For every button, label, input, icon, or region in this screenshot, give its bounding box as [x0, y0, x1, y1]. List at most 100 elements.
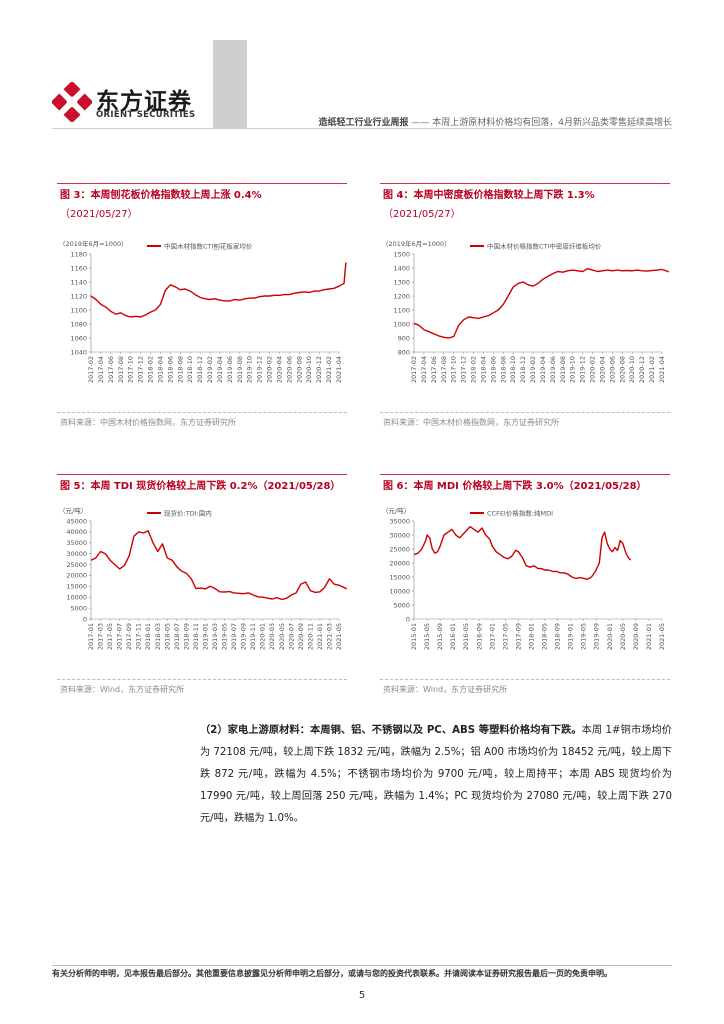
x-tick-label: 2018-05	[541, 623, 549, 650]
x-tick-label: 2018-01	[144, 623, 152, 650]
figure-4-date: （2021/05/27）	[383, 209, 461, 220]
x-tick-label: 2017-12	[460, 356, 468, 383]
x-tick-label: 2020-08	[618, 356, 626, 383]
x-tick-label: 2017-04	[97, 356, 105, 383]
body-paragraph: （2）家电上游原材料：本周铜、铝、不锈钢以及 PC、ABS 等塑料价格均有下跌。…	[200, 720, 672, 830]
series-line	[90, 530, 347, 601]
series-line	[90, 262, 347, 318]
legend: 中国木材价格指数CTI中密度纤维板均价	[470, 242, 602, 251]
y-tick-label: 0	[83, 615, 87, 623]
x-tick-label: 2020-10	[305, 356, 313, 383]
figure-3-bottom-rule	[57, 412, 347, 413]
x-tick-label: 2019-01	[567, 623, 575, 650]
x-tick-label: 2019-04	[539, 356, 547, 383]
x-tick-label: 2020-04	[598, 356, 606, 383]
legend: 现货价:TDI:国内	[147, 509, 212, 518]
y-tick-label: 30000	[66, 550, 87, 558]
x-tick-label: 2017-01	[87, 623, 95, 650]
x-tick-label: 2018-04	[156, 356, 164, 383]
y-unit-label: （元/吨）	[59, 506, 87, 515]
x-tick-label: 2018-07	[173, 623, 181, 650]
figure-3-source: 资料来源：中国木材价格指数网，东方证券研究所	[60, 418, 236, 427]
figure-3-title: 图 3：本周刨花板价格指数较上周上涨 0.4% （2021/05/27）	[60, 186, 262, 224]
x-tick-label: 2018-04	[479, 356, 487, 383]
x-tick-label: 2021-05	[335, 623, 343, 650]
x-tick-label: 2019-10	[569, 356, 577, 383]
x-tick-label: 2019-02	[529, 356, 537, 383]
x-tick-label: 2017-05	[501, 623, 509, 650]
y-tick-label: 15000	[66, 583, 87, 591]
x-tick-label: 2019-06	[549, 356, 557, 383]
x-tick-label: 2019-10	[246, 356, 254, 383]
y-tick-label: 1080	[70, 320, 87, 328]
x-tick-label: 2020-08	[295, 356, 303, 383]
x-tick-label: 2017-10	[450, 356, 458, 383]
y-tick-label: 20000	[66, 572, 87, 580]
x-tick-label: 2015-05	[423, 623, 431, 650]
figure-5-chart: （元/吨） 现货价:TDI:国内 0 5000 10000 15000 20000 25000…	[59, 506, 347, 650]
x-tick-label: 2017-02	[87, 356, 95, 383]
orient-logo-icon	[52, 82, 92, 122]
page-number: 5	[358, 990, 366, 1001]
x-tick-label: 2019-08	[236, 356, 244, 383]
y-tick-label: 1180	[70, 250, 87, 258]
figure-5-bottom-rule	[57, 679, 347, 680]
x-tick-label: 2019-08	[559, 356, 567, 383]
figure-4-chart: （2019年6月=1000） 中国木材价格指数CTI中密度纤维板均价 800 900 1…	[382, 239, 670, 383]
x-tick-label: 2019-12	[256, 356, 264, 383]
x-tick-label: 2020-02	[266, 356, 274, 383]
x-tick-label: 2021-03	[325, 623, 333, 650]
figure-6-bottom-rule	[380, 679, 670, 680]
x-tick-label: 2018-02	[147, 356, 155, 383]
x-tick-label: 2016-05	[462, 623, 470, 650]
y-tick-label: 5000	[70, 604, 87, 612]
report-header: 造纸轻工行业行业周报 —— 本周上游原材料价格均有回落，4月新兴品类零售延续高增…	[319, 115, 673, 128]
x-tick-label: 2021-02	[648, 356, 656, 383]
y-tick-label: 20000	[389, 559, 410, 567]
series-line	[413, 268, 670, 339]
x-tick-label: 2017-01	[488, 623, 496, 650]
y-tick-label: 1200	[393, 292, 410, 300]
report-subtitle: 本周上游原材料价格均有回落，4月新兴品类零售延续高增长	[432, 118, 672, 128]
figure-6-source: 资料来源：Wind，东方证券研究所	[383, 685, 508, 694]
x-tick-label: 2018-09	[554, 623, 562, 650]
figure-5-title: 图 5：本周 TDI 现货价格较上周下跌 0.2%（2021/05/28）	[60, 477, 340, 496]
y-tick-label: 35000	[389, 517, 410, 525]
x-tick-label: 2020-05	[619, 623, 627, 650]
figure-6-chart: （元/吨） CCFEI价格指数:纯MDI 0 5000 10000 15000 20000 2…	[382, 506, 666, 650]
brand-name-cn: 东方证券	[96, 89, 192, 115]
x-tick-label: 2020-07	[287, 623, 295, 650]
y-tick-label: 10000	[389, 587, 410, 595]
x-tick-label: 2017-02	[410, 356, 418, 383]
x-tick-label: 2018-06	[166, 356, 174, 383]
legend-label: 现货价:TDI:国内	[164, 509, 212, 518]
x-tick-label: 2019-06	[226, 356, 234, 383]
footer-divider	[52, 965, 672, 966]
x-tick-label: 2020-12	[315, 356, 323, 383]
x-tick-label: 2015-01	[410, 623, 418, 650]
y-tick-label: 1040	[70, 348, 87, 356]
x-tick-label: 2015-09	[436, 623, 444, 650]
x-tick-label: 2020-10	[628, 356, 636, 383]
x-tick-label: 2020-12	[638, 356, 646, 383]
x-tick-label: 2018-10	[186, 356, 194, 383]
y-tick-label: 1100	[393, 306, 410, 314]
x-tick-label: 2020-01	[606, 623, 614, 650]
y-tick-label: 35000	[66, 539, 87, 547]
x-tick-label: 2017-06	[107, 356, 115, 383]
figure-4-top-rule	[380, 183, 670, 184]
x-tick-label: 2019-05	[221, 623, 229, 650]
x-tick-label: 2016-01	[449, 623, 457, 650]
x-tick-label: 2018-12	[519, 356, 527, 383]
x-tick-label: 2020-03	[268, 623, 276, 650]
figure-3-title-text: 图 3：本周刨花板价格指数较上周上涨 0.4%	[60, 190, 262, 201]
y-tick-label: 1120	[70, 292, 87, 300]
figure-4-title-text: 图 4：本周中密度板价格指数较上周下跌 1.3%	[383, 190, 595, 201]
x-tick-label: 2016-09	[475, 623, 483, 650]
paragraph-lead: （2）家电上游原材料：本周铜、铝、不锈钢以及 PC、ABS 等塑料价格均有下跌。	[200, 725, 582, 736]
x-tick-label: 2017-09	[125, 623, 133, 650]
paragraph-body: 本周 1#铜市场均价为 72108 元/吨，较上周下跌 1832 元/吨，跌幅为…	[200, 725, 672, 824]
header-separator: ——	[411, 118, 430, 128]
x-tick-label: 2020-09	[297, 623, 305, 650]
x-tick-label: 2020-11	[306, 623, 314, 650]
